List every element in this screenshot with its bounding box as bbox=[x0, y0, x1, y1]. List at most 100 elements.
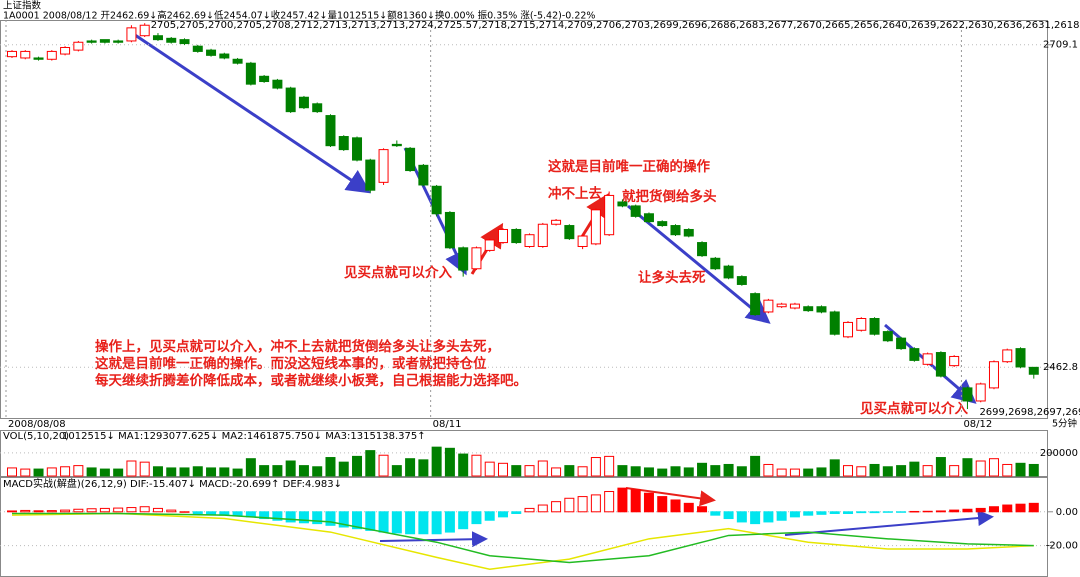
candle-body bbox=[604, 194, 615, 236]
candle-body bbox=[789, 303, 800, 309]
high-label: 2705,2705,2700,2705,2708,2712,2713,2713,… bbox=[151, 20, 1080, 31]
volume-bar bbox=[497, 462, 508, 477]
annotation: 就把货倒给多头 bbox=[622, 188, 717, 205]
macd-bar bbox=[829, 511, 840, 514]
macd-bar bbox=[617, 487, 628, 513]
candle-body bbox=[577, 235, 588, 247]
macd-bar bbox=[710, 511, 721, 516]
macd-bar bbox=[789, 511, 800, 518]
macd-bar bbox=[590, 494, 601, 513]
candle-body bbox=[1028, 366, 1039, 375]
macd-bar bbox=[856, 511, 867, 514]
candle-body bbox=[988, 361, 999, 389]
macd-bar bbox=[723, 511, 734, 520]
candle-body bbox=[113, 40, 124, 43]
macd-bar bbox=[604, 491, 615, 513]
volume-bar bbox=[139, 461, 150, 477]
candle-body bbox=[245, 62, 256, 85]
volume-bar bbox=[882, 466, 893, 477]
info: 1A0001 2008/08/12 开2462.69↓高2462.69↓低245… bbox=[3, 10, 595, 22]
macd-bar bbox=[7, 510, 17, 513]
main-panel bbox=[0, 20, 1048, 419]
candle-body bbox=[630, 205, 641, 217]
candle-body bbox=[86, 40, 97, 43]
candle-body bbox=[219, 53, 230, 59]
macd-bar bbox=[206, 511, 217, 515]
macd-bar bbox=[391, 511, 402, 534]
candle-body bbox=[285, 87, 296, 113]
macd-bar bbox=[537, 504, 548, 513]
volume-bar bbox=[325, 457, 336, 477]
macd-bar bbox=[511, 511, 522, 514]
candle-body bbox=[444, 211, 455, 249]
macd-bar bbox=[803, 511, 814, 516]
volume-bar bbox=[46, 467, 57, 477]
candle-body bbox=[7, 50, 17, 58]
macd-bar bbox=[471, 511, 482, 525]
candle-body bbox=[60, 46, 71, 55]
macd-bar bbox=[285, 511, 296, 523]
macd-bar bbox=[975, 507, 986, 513]
volume-bar bbox=[789, 468, 800, 477]
macd-bar bbox=[643, 492, 654, 513]
candle-body bbox=[843, 321, 854, 338]
macd-bar bbox=[312, 511, 323, 525]
y-tick-label: 200000 bbox=[1040, 448, 1078, 459]
volume-bar bbox=[590, 457, 601, 477]
candle-body bbox=[975, 383, 986, 402]
volume-bar bbox=[723, 463, 734, 477]
macd-bar bbox=[99, 507, 110, 513]
volume-bar bbox=[152, 466, 163, 477]
macd-bar bbox=[630, 489, 641, 513]
volume-bar bbox=[962, 458, 973, 477]
macd-bar bbox=[166, 509, 177, 513]
macd-bar bbox=[431, 511, 442, 535]
volume-bar bbox=[1015, 462, 1026, 477]
volume-bar bbox=[418, 459, 429, 477]
candle-body bbox=[763, 299, 774, 313]
panel-title: MACD实战(解盘)(26,12,9) bbox=[3, 477, 127, 490]
candle-body bbox=[736, 276, 747, 285]
macd-bar bbox=[325, 511, 336, 526]
candle-body bbox=[272, 79, 283, 89]
candle-body bbox=[803, 306, 814, 312]
macd-bar bbox=[551, 501, 562, 513]
macd-bar bbox=[272, 511, 283, 521]
macd-bar bbox=[949, 509, 960, 513]
volume-bar bbox=[1002, 463, 1013, 477]
volume-bar bbox=[431, 446, 442, 477]
low-label: 2699,2698,2697,2697,2701,2704,2710,2710,… bbox=[979, 407, 1080, 418]
macd-bar bbox=[418, 511, 429, 535]
macd-line bbox=[12, 512, 1034, 564]
macd-bar bbox=[33, 510, 44, 513]
volume-bar bbox=[484, 461, 495, 477]
volume-bar bbox=[219, 467, 230, 477]
candle-body bbox=[152, 35, 163, 41]
macd-bar bbox=[179, 511, 190, 513]
macd-bar bbox=[896, 511, 907, 513]
note: 这就是目前唯一正确的操作。而没这短线本事的，或者就把持仓位 bbox=[95, 355, 487, 372]
macd-bar bbox=[126, 507, 137, 513]
macd-bar bbox=[736, 511, 747, 523]
candle-body bbox=[511, 228, 522, 244]
candle-body bbox=[73, 41, 84, 51]
volume-bar bbox=[909, 461, 920, 477]
volume-bar bbox=[524, 465, 535, 477]
macd-bar bbox=[670, 499, 681, 513]
volume-bar bbox=[458, 453, 469, 477]
macd-bar bbox=[1002, 504, 1013, 513]
macd-bar bbox=[405, 511, 416, 535]
candle-body bbox=[882, 331, 893, 342]
volume-bar bbox=[537, 460, 548, 477]
volume-bar bbox=[33, 468, 44, 477]
volume-bar bbox=[736, 466, 747, 477]
candle-body bbox=[723, 265, 734, 279]
candle-body bbox=[418, 164, 429, 186]
candle-body bbox=[484, 239, 495, 251]
macd-bar bbox=[524, 507, 535, 513]
volume-bar bbox=[577, 466, 588, 477]
volume-bar bbox=[710, 465, 721, 477]
volume-bar bbox=[60, 466, 71, 477]
candle-body bbox=[869, 318, 880, 335]
